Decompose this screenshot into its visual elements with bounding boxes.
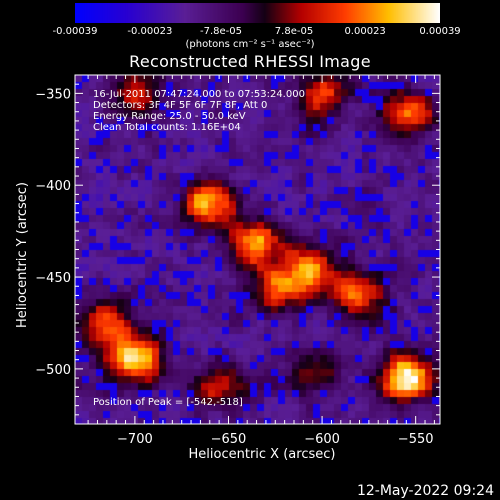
annotation-peak-position: Position of Peak = [-542,-518] (93, 397, 243, 408)
x-axis-label: Heliocentric X (arcsec) (189, 447, 336, 462)
y-tick-label: −350 (35, 87, 71, 102)
colorbar-tick-labels: -0.00039 -0.00023 -7.8e-05 7.8e-05 0.00023 0.… (0, 26, 500, 40)
colorbar-tick-label: 0.00039 (419, 26, 461, 37)
colorbar (75, 3, 440, 23)
colorbar-tick-label: 0.00023 (344, 26, 386, 37)
colorbar-units: (photons cm⁻² s⁻¹ asec⁻²) (185, 39, 315, 50)
y-axis-label: Heliocentric Y (arcsec) (15, 182, 30, 328)
x-tick-label: −650 (211, 432, 247, 447)
annotation-time-range: 16-Jul-2011 07:47:24.000 to 07:53:24.000 (93, 89, 305, 100)
chart-title: Reconstructed RHESSI Image (129, 52, 371, 71)
annotation-detectors: Detectors: 3F 4F 5F 6F 7F 8F, Att 0 (93, 100, 268, 111)
colorbar-tick-label: -0.00039 (52, 26, 98, 37)
colorbar-tick-label: 7.8e-05 (274, 26, 314, 37)
y-tick-label: −450 (35, 271, 71, 286)
annotation-clean: Clean Total counts: 1.16E+04 (93, 122, 241, 133)
y-tick-label: −400 (35, 179, 71, 194)
x-tick-label: −700 (117, 432, 153, 447)
timestamp-footer: 12-May-2022 09:24 (356, 483, 494, 499)
annotation-energy: Energy Range: 25.0 - 50.0 keV (93, 111, 246, 122)
colorbar-tick-label: -0.00023 (127, 26, 173, 37)
x-tick-label: −600 (304, 432, 340, 447)
x-tick-label: −550 (398, 432, 434, 447)
y-tick-label: −500 (35, 363, 71, 378)
colorbar-tick-label: -7.8e-05 (200, 26, 242, 37)
